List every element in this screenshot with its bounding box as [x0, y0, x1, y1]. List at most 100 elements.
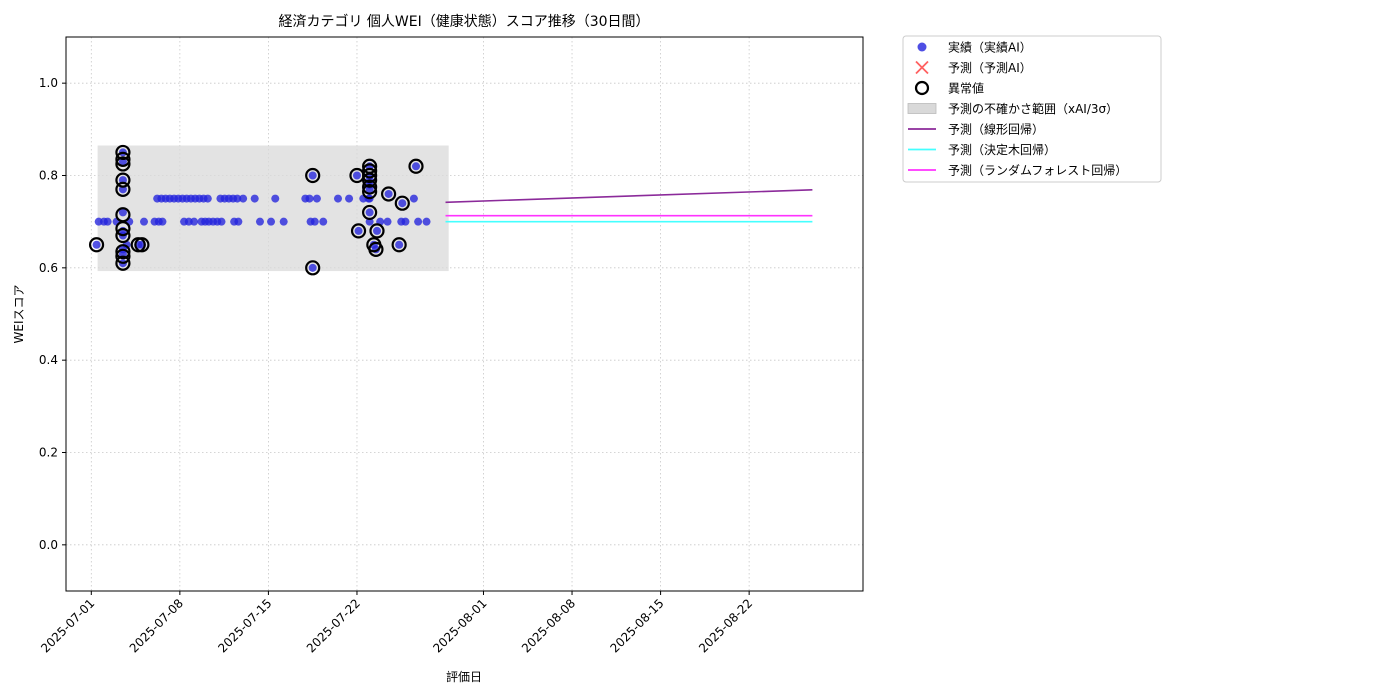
anomaly-ring: [391, 237, 407, 253]
anomaly-rings-layer: [88, 144, 424, 276]
actual-point: [352, 171, 361, 180]
actual-point: [92, 240, 101, 249]
actual-point: [233, 194, 242, 203]
x-tick-label: 2025-07-08: [127, 596, 186, 655]
legend-item: 予測（予測AI）: [915, 60, 1032, 75]
actual-point: [319, 217, 328, 226]
anomaly-ring: [115, 156, 131, 172]
actual-point: [140, 217, 149, 226]
legend-box: [902, 35, 1162, 183]
actual-point: [279, 217, 288, 226]
legend-item: 予測（線形回帰）: [908, 122, 1044, 137]
anomaly-ring: [115, 220, 131, 237]
anomaly-ring: [394, 195, 410, 211]
legend-label: 実績（実績AI）: [948, 40, 1032, 55]
actual-point: [255, 217, 264, 226]
x-tick-label: 2025-07-15: [215, 596, 274, 655]
anomaly-ring: [115, 255, 131, 271]
x-tick-label: 2025-08-01: [430, 596, 489, 655]
uncertainty-band: [97, 145, 449, 272]
y-axis: 0.0 0.2 0.4 0.6 0.8 1.0: [39, 76, 66, 552]
y-tick-label: 0.4: [39, 353, 58, 367]
actual-point: [354, 226, 363, 235]
forecast-line: [445, 189, 813, 204]
y-tick-label: 0.8: [39, 169, 58, 183]
legend-label: 予測（線形回帰）: [948, 122, 1044, 137]
legend-swatch-ring: [914, 80, 930, 96]
x-tick-label: 2025-08-22: [696, 596, 755, 655]
actual-point: [190, 217, 199, 226]
actual-point: [422, 217, 431, 226]
x-axis: 2025-07-01 2025-07-08 2025-07-15 2025-07-22…: [38, 591, 755, 655]
plot-frame: [65, 36, 864, 592]
forecast-lines-layer: [445, 189, 813, 223]
anomaly-ring: [305, 167, 321, 184]
anomaly-ring: [115, 227, 131, 244]
grid: [66, 37, 863, 591]
actual-point: [103, 217, 112, 226]
legend-item: 実績（実績AI）: [917, 40, 1032, 55]
actual-point: [398, 199, 407, 208]
anomaly-ring: [350, 223, 367, 239]
anomaly-ring: [115, 244, 131, 260]
actual-point: [308, 263, 317, 272]
anomaly-ring: [115, 181, 131, 197]
anomaly-ring: [115, 172, 131, 188]
y-tick-label: 0.2: [39, 446, 58, 460]
legend-label: 異常値: [948, 81, 984, 96]
actual-point: [372, 226, 381, 235]
anomaly-ring: [368, 241, 384, 257]
x-tick-label: 2025-08-15: [607, 596, 666, 655]
actual-point: [234, 217, 243, 226]
actual-point: [384, 189, 393, 198]
actual-point: [383, 217, 392, 226]
legend-item: 予測の不確かさ範囲（xAI/3σ）: [907, 101, 1118, 116]
anomaly-ring: [115, 144, 131, 161]
actual-point: [395, 240, 404, 249]
actual-point: [267, 217, 276, 226]
actual-point: [158, 217, 167, 226]
anomaly-ring: [115, 248, 131, 264]
anomaly-ring: [88, 237, 105, 253]
actual-point: [203, 194, 212, 203]
anomaly-ring: [362, 204, 378, 221]
actual-point: [239, 194, 248, 203]
actual-point: [118, 208, 127, 217]
legend-label: 予測の不確かさ範囲（xAI/3σ）: [948, 101, 1118, 116]
actual-point: [412, 162, 421, 171]
anomaly-ring: [362, 163, 378, 179]
anomaly-ring: [362, 172, 378, 188]
x-tick-label: 2025-07-01: [38, 596, 97, 655]
actual-point: [312, 194, 321, 203]
uncertainty-band-layer: [97, 145, 449, 272]
legend-label: 予測（予測AI）: [948, 61, 1032, 75]
legend-item: 予測（決定木回帰）: [908, 142, 1056, 157]
anomaly-ring: [305, 260, 321, 276]
y-tick-label: 0.6: [39, 261, 58, 275]
legend-item: 異常値: [914, 80, 984, 96]
anomaly-ring: [369, 223, 385, 239]
actual-point: [345, 194, 354, 203]
anomaly-ring: [362, 179, 378, 195]
y-tick-label: 1.0: [39, 76, 58, 90]
legend-label: 予測（決定木回帰）: [948, 142, 1056, 157]
x-axis-label: 評価日: [446, 669, 482, 684]
anomaly-ring: [115, 151, 131, 167]
legend-swatch-dot: [917, 42, 927, 52]
y-tick-label: 0.0: [39, 538, 58, 552]
actual-point: [414, 217, 423, 226]
actual-point: [217, 217, 226, 226]
actual-point: [310, 217, 319, 226]
actual-point: [308, 171, 317, 180]
x-tick-label: 2025-07-22: [304, 596, 363, 655]
legend-swatch-band: [907, 103, 937, 114]
actual-point: [401, 217, 410, 226]
anomaly-ring: [362, 167, 378, 184]
legend-swatch-cross: [915, 60, 929, 75]
anomaly-ring: [362, 184, 378, 200]
x-tick-label: 2025-08-08: [519, 596, 578, 655]
actual-point: [271, 194, 280, 203]
anomaly-ring: [134, 237, 150, 253]
